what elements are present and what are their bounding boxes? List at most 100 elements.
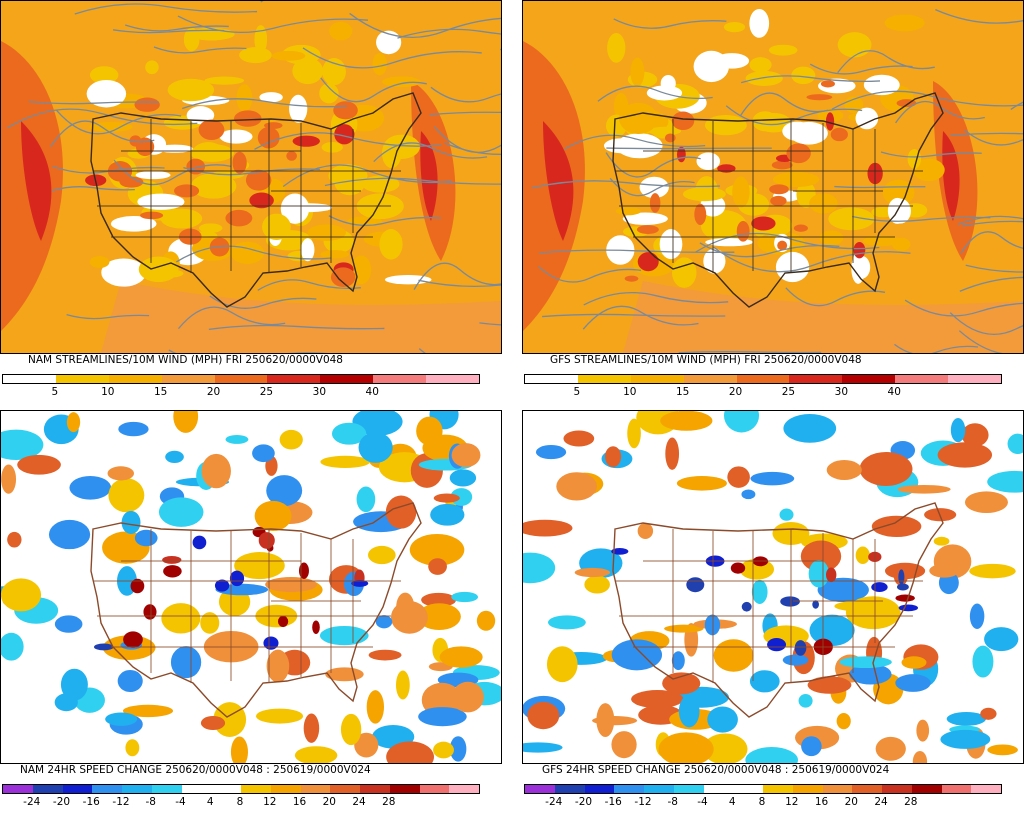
scale-tick-label: 8 [236,796,244,808]
scale-tick-label: 4 [728,796,736,808]
scale-tick-label: 5 [573,386,581,398]
scale-tick-label: 24 [874,796,888,808]
scale-tick-label: 20 [728,386,743,398]
scale-tick-label: 15 [153,386,168,398]
scale-swatch [525,375,578,383]
scale-swatch [122,785,152,793]
color-scale-bar [2,784,480,794]
state-borders [90,92,422,308]
panel-title: GFS STREAMLINES/10M WIND (MPH) FRI 25062… [550,354,862,366]
scale-swatch [3,375,56,383]
scale-tick-label: 10 [623,386,637,398]
panel-title: GFS 24HR SPEED CHANGE 250620/0000V048 : … [542,764,890,776]
scale-swatch [941,785,972,793]
wind-map [523,1,1023,353]
scale-tick-label: -20 [574,796,593,808]
scale-tick-label: 8 [758,796,766,808]
scale-tick-label: -24 [545,796,563,808]
scale-swatch [92,785,122,793]
scale-swatch [792,785,823,793]
scale-swatch [267,375,321,383]
scale-swatch [373,375,426,383]
filled-contours [1,411,501,763]
map-frame [0,0,502,354]
panel-nam-streamlines: NAM STREAMLINES/10M WIND (MPH) FRI 25062… [0,0,502,408]
scale-tick-label: 15 [675,386,690,398]
scale-swatch [419,785,450,793]
scale-tick-label: -8 [145,796,156,808]
scale-tick-label: 16 [292,796,307,808]
scale-swatch [161,375,215,383]
scale-tick-label: 30 [312,386,327,398]
scale-swatch [108,375,162,383]
scale-swatch [320,375,374,383]
scale-swatch [270,785,301,793]
scale-swatch [882,785,912,793]
scale-swatch [3,785,33,793]
scale-swatch [763,785,793,793]
map-frame [0,410,502,764]
scale-tick-label: 25 [781,386,796,398]
scale-swatch [911,785,942,793]
scale-swatch [449,785,479,793]
map-frame [522,410,1024,764]
scale-swatch [214,375,268,383]
scale-swatch [789,375,843,383]
panel-gfs-streamlines: GFS STREAMLINES/10M WIND (MPH) FRI 25062… [522,0,1024,408]
filled-contours [1,1,501,353]
scale-tick-label: 20 [322,796,336,808]
scale-swatch [895,375,948,383]
scale-swatch [360,785,390,793]
scale-tick-label: -16 [82,796,100,808]
scale-tick-label: 30 [834,386,849,398]
scale-swatch [241,785,271,793]
scale-tick-label: 24 [352,796,366,808]
scale-swatch [525,785,555,793]
scale-tick-label: 10 [101,386,115,398]
scale-tick-label: 28 [382,796,396,808]
scale-swatch [554,785,585,793]
scale-swatch [736,375,790,383]
state-borders [90,502,422,718]
scale-swatch [32,785,63,793]
scale-tick-label: 16 [814,796,829,808]
scale-tick-label: 40 [365,386,379,398]
filled-contours [523,411,1023,763]
scale-tick-label: -12 [634,796,652,808]
scale-tick-label: -4 [697,796,708,808]
scale-tick-label: -12 [112,796,130,808]
scale-swatch [330,785,360,793]
scale-swatch [151,785,182,793]
scale-swatch [822,785,853,793]
speed-change-map [1,411,501,763]
wind-map [1,1,501,353]
panel-title: NAM 24HR SPEED CHANGE 250620/0000V048 : … [20,764,371,776]
scale-swatch [683,375,737,383]
color-scale-bar [524,784,1002,794]
filled-contours [523,1,1023,353]
scale-swatch [584,785,615,793]
panel-gfs-change: GFS 24HR SPEED CHANGE 250620/0000V048 : … [522,410,1024,818]
state-borders [612,92,944,308]
scale-tick-label: -4 [175,796,186,808]
color-scale-bar [524,374,1002,384]
scale-swatch [630,375,684,383]
scale-tick-label: 28 [904,796,918,808]
scale-swatch [971,785,1001,793]
map-frame [522,0,1024,354]
speed-change-map [523,411,1023,763]
scale-tick-label: 12 [785,796,799,808]
scale-swatch [852,785,882,793]
scale-swatch [733,785,763,793]
scale-tick-label: -16 [604,796,622,808]
scale-swatch [842,375,896,383]
scale-swatch [62,785,93,793]
scale-tick-label: 12 [263,796,277,808]
scale-swatch [211,785,241,793]
scale-swatch [577,375,631,383]
scale-swatch [389,785,420,793]
scale-tick-label: 20 [844,796,858,808]
scale-tick-label: -20 [52,796,71,808]
scale-swatch [181,785,212,793]
scale-tick-label: 20 [206,386,221,398]
